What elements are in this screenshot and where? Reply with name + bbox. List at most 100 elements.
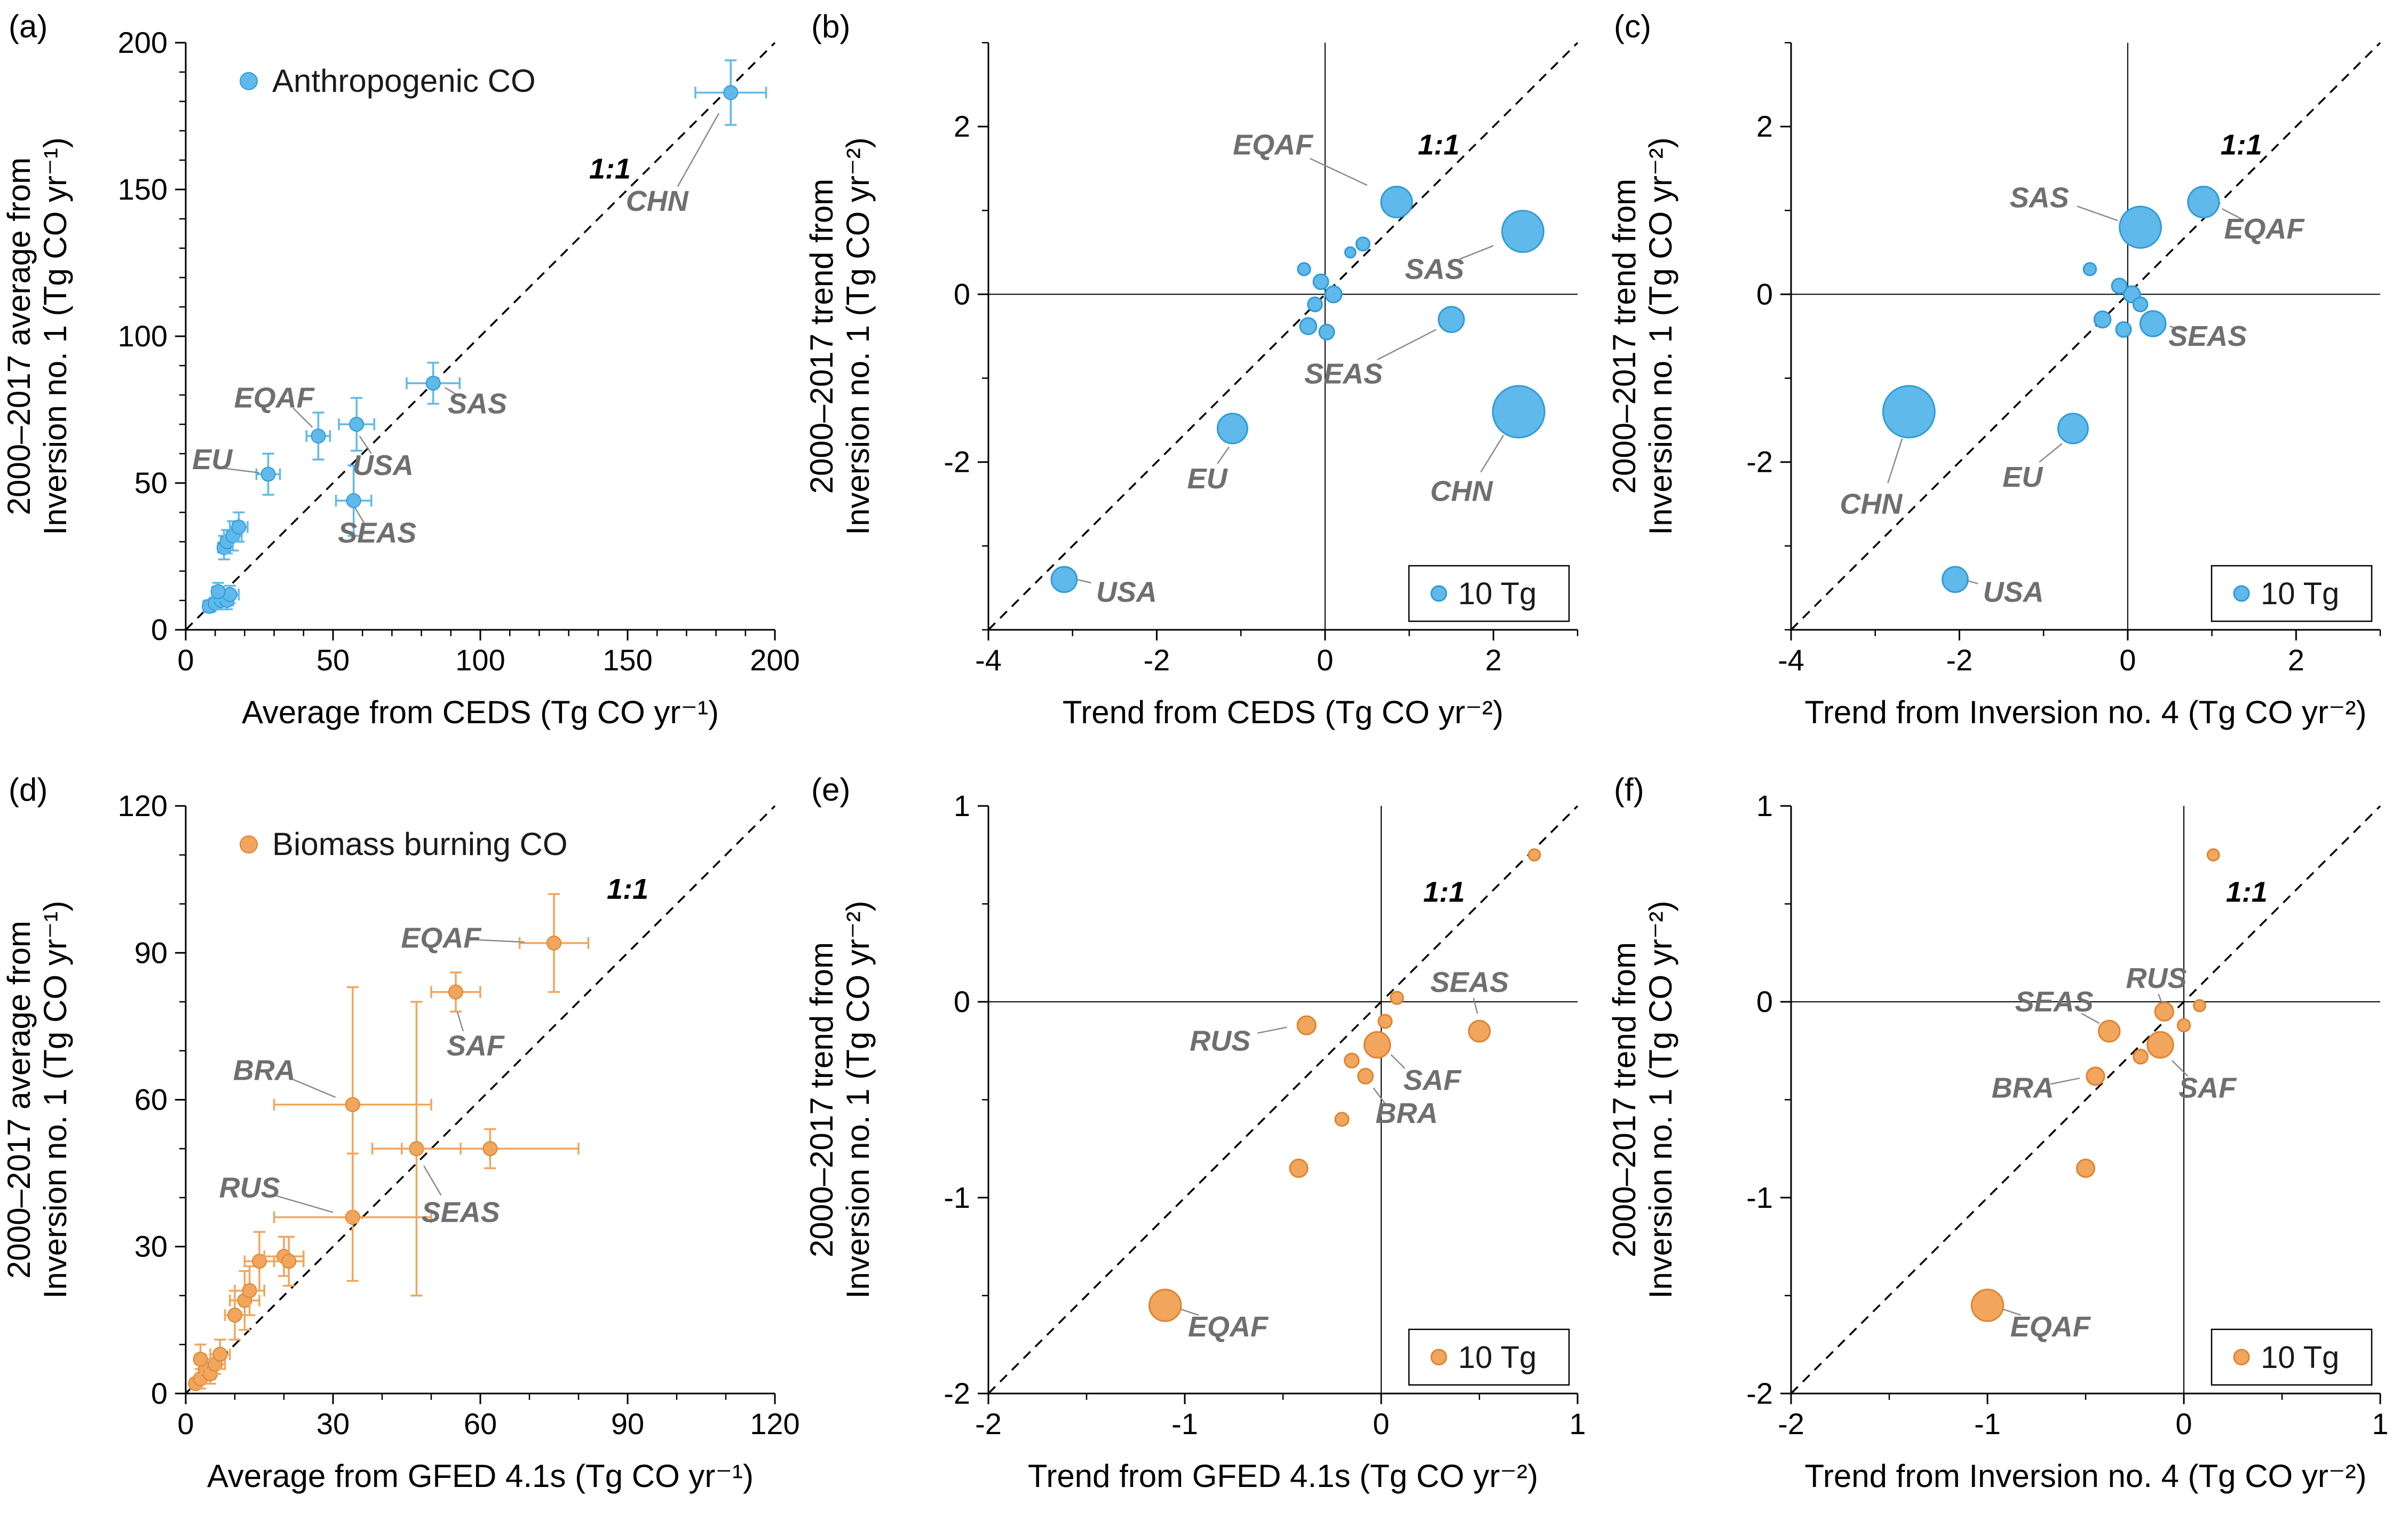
x-axis-title: Trend from Inversion no. 4 (Tg CO yr⁻²) xyxy=(1805,1458,2367,1494)
point-EQAF xyxy=(311,429,326,444)
region-label-CHN: CHN xyxy=(1430,476,1493,508)
one-to-one-label: 1:1 xyxy=(607,873,648,905)
bubble-legend-marker xyxy=(1430,1349,1447,1366)
bubble-SEAS xyxy=(1468,1019,1491,1043)
bubble-CHN xyxy=(1882,385,1936,439)
leader-line xyxy=(1472,998,1478,1014)
region-label-SAS: SAS xyxy=(2010,182,2069,214)
point-SEAS xyxy=(346,493,361,508)
panel-letter: (f) xyxy=(1614,772,1644,808)
leader-line xyxy=(1390,1054,1406,1069)
bubble-legend-label: 10 Tg xyxy=(1458,576,1536,611)
y-tick-label: 0 xyxy=(1756,985,1773,1018)
bubble xyxy=(2133,1048,2149,1065)
region-label-USA: USA xyxy=(1096,576,1157,608)
bubble-BRA xyxy=(1357,1067,1374,1085)
region-label-SEAS: SEAS xyxy=(2168,320,2247,352)
x-tick-label: 2 xyxy=(1485,643,1502,677)
y-axis-title-line1: 2000–2017 trend from xyxy=(1606,179,1642,494)
region-label-SEAS: SEAS xyxy=(1430,966,1509,998)
region-label-EU: EU xyxy=(1187,463,1229,495)
point-USA xyxy=(349,417,365,432)
y-tick-label: 2 xyxy=(1756,109,1773,143)
leader-line xyxy=(2003,1308,2021,1316)
region-label-EU: EU xyxy=(192,444,233,476)
bubble xyxy=(1299,317,1318,335)
bubble-RUS xyxy=(2154,1001,2174,1022)
data-point xyxy=(210,584,226,599)
one-to-one-label: 1:1 xyxy=(1418,129,1460,161)
bubble-legend-label: 10 Tg xyxy=(1458,1340,1536,1375)
leader-line xyxy=(473,939,525,943)
leader-line xyxy=(224,468,260,473)
region-label-SAF: SAF xyxy=(447,1030,505,1062)
y-axis-title-line1: 2000–2017 trend from xyxy=(804,179,839,494)
data-point xyxy=(227,1308,242,1323)
panel-letter: (e) xyxy=(811,772,850,808)
leader-line xyxy=(354,508,365,523)
y-axis-title-line2: Inversion no. 1 (Tg CO yr⁻²) xyxy=(1643,137,1678,535)
x-tick-label: 200 xyxy=(750,643,799,677)
bubble-SAF xyxy=(2146,1031,2174,1059)
one-to-one-label: 1:1 xyxy=(2226,876,2268,908)
region-label-RUS: RUS xyxy=(1190,1025,1250,1057)
y-tick-label: -1 xyxy=(1746,1181,1773,1214)
bubble-USA xyxy=(1050,566,1078,594)
leader-line xyxy=(359,436,372,454)
panel-a-chart: 0 50 100 150 200 0 50 100 150 200 Average from CED… xyxy=(1,9,800,730)
x-tick-label: 50 xyxy=(316,643,350,677)
x-tick-label: 30 xyxy=(316,1407,350,1441)
point-EU xyxy=(260,466,276,482)
region-label-RUS: RUS xyxy=(219,1172,280,1204)
x-axis-title: Average from CEDS (Tg CO yr⁻¹) xyxy=(242,694,719,730)
x-tick-label: -2 xyxy=(1778,1407,1804,1441)
one-to-one-label: 1:1 xyxy=(2221,129,2262,161)
x-tick-label: 2 xyxy=(2288,643,2304,677)
one-to-one-label: 1:1 xyxy=(589,153,631,185)
data-point xyxy=(231,519,247,535)
bubble xyxy=(1324,285,1343,304)
one-to-one-label: 1:1 xyxy=(1423,876,1465,908)
bubble-RUS xyxy=(1296,1015,1317,1035)
panel-e-chart: -2 -1 0 1 -2 -1 0 1 Trend from GFED 4.1s (Tg CO … xyxy=(804,772,1586,1494)
x-tick-label: -2 xyxy=(1144,643,1170,677)
leader-line xyxy=(2081,1012,2100,1024)
y-axis-title-line2: Inversion no. 1 (Tg CO yr⁻¹) xyxy=(37,901,73,1299)
bubble xyxy=(2193,999,2206,1012)
y-tick-label: 30 xyxy=(134,1230,168,1263)
y-axis-title-line1: 2000–2017 trend from xyxy=(1606,942,1642,1257)
bubble xyxy=(1307,296,1323,313)
bubble xyxy=(1355,236,1371,252)
region-label-EQAF: EQAF xyxy=(2010,1311,2092,1343)
y-axis-title-line1: 2000–2017 trend from xyxy=(804,942,839,1257)
panel-b-chart: -4 -2 0 2 -2 0 2 Trend from CEDS (Tg CO yr⁻²) 20… xyxy=(804,9,1579,730)
y-tick-label: 90 xyxy=(134,936,168,969)
y-tick-label: 0 xyxy=(954,277,970,311)
leader-line xyxy=(1076,579,1091,584)
bubble-EQAF xyxy=(1970,1288,2005,1322)
panel-c-chart: -4 -2 0 2 -2 0 2 Trend from Inversion no. 4 (Tg… xyxy=(1606,9,2381,730)
bubble-EQAF xyxy=(2187,186,2220,219)
region-label-SEAS: SEAS xyxy=(422,1196,500,1228)
region-label-BRA: BRA xyxy=(1375,1097,1438,1129)
bubble-USA xyxy=(1942,566,1969,594)
x-tick-label: -2 xyxy=(1946,643,1973,677)
y-tick-label: -2 xyxy=(944,1376,970,1410)
bubble-EQAF xyxy=(1380,186,1413,219)
x-tick-label: 60 xyxy=(464,1407,497,1441)
leader-line xyxy=(2039,443,2063,463)
data-point xyxy=(193,1351,208,1367)
bubble xyxy=(2132,296,2149,313)
bubble xyxy=(2115,321,2132,338)
bubble xyxy=(1312,273,1329,290)
leader-line xyxy=(1373,1087,1386,1104)
panel-letter: (c) xyxy=(1614,9,1651,44)
y-tick-label: -1 xyxy=(944,1181,970,1214)
bubble-SEAS xyxy=(1438,306,1465,333)
leader-line xyxy=(1459,245,1494,260)
bubble xyxy=(2206,848,2220,862)
region-label-SAF: SAF xyxy=(2179,1072,2237,1104)
y-tick-label: 2 xyxy=(954,109,970,143)
region-label-BRA: BRA xyxy=(233,1054,296,1086)
